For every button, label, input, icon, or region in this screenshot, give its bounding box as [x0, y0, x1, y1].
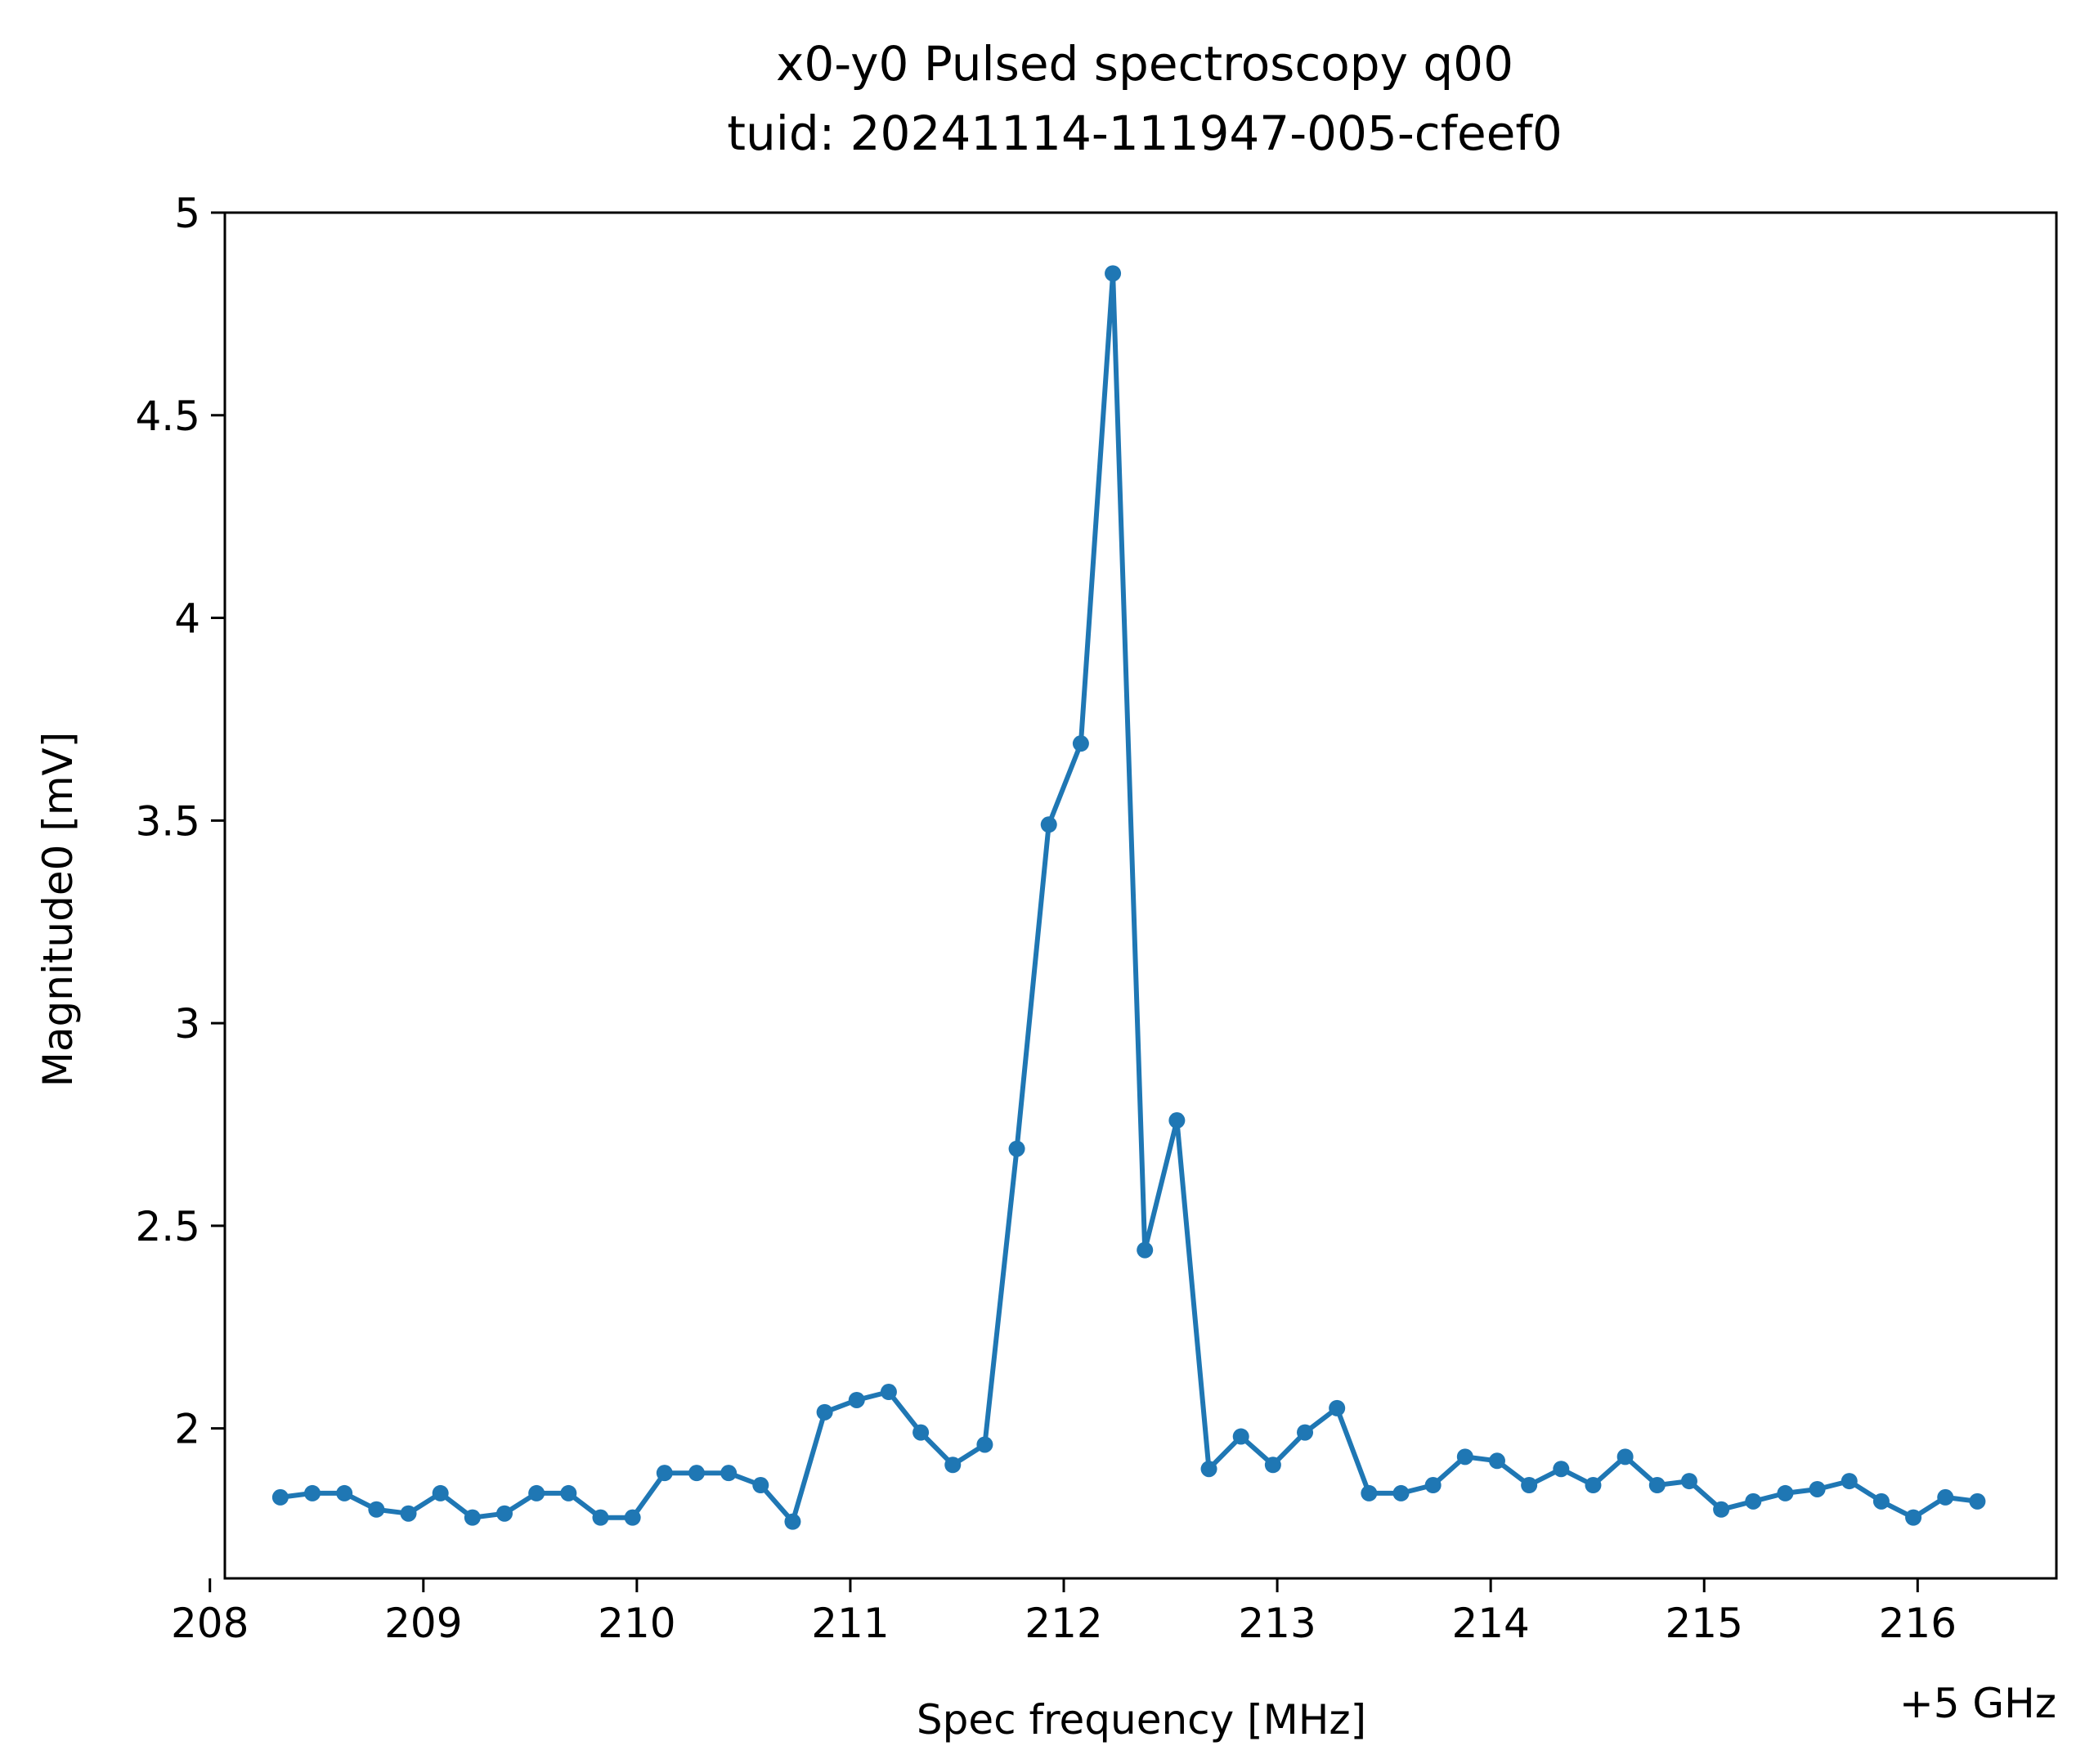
data-point: [1008, 1140, 1025, 1157]
chart-subtitle: tuid: 20241114-111947-005-cfeef0: [727, 105, 1563, 161]
data-point: [1680, 1473, 1697, 1490]
data-point: [1392, 1484, 1410, 1501]
data-point: [976, 1436, 993, 1453]
x-axis-offset-label: +5 GHz: [1899, 1680, 2056, 1727]
y-tick-label: 3.5: [135, 797, 200, 845]
data-point: [560, 1484, 577, 1501]
x-axis-label: Spec frequency [MHz]: [917, 1696, 1366, 1744]
data-point: [624, 1509, 641, 1526]
y-axis-label: Magnitude0 [mV]: [34, 732, 82, 1088]
data-point: [752, 1477, 769, 1494]
data-point: [1969, 1492, 1986, 1510]
data-point: [496, 1505, 513, 1522]
data-point: [1905, 1509, 1922, 1526]
plot-area: [271, 265, 1986, 1530]
data-point: [1168, 1112, 1186, 1129]
x-tick-label: 216: [1879, 1600, 1957, 1647]
y-tick-label: 2.5: [135, 1203, 200, 1250]
data-point: [1297, 1424, 1314, 1441]
x-tick-label: 209: [384, 1600, 462, 1647]
data-point: [1361, 1484, 1378, 1501]
data-point: [336, 1484, 353, 1501]
data-point: [1841, 1473, 1858, 1490]
data-point: [1777, 1484, 1794, 1501]
data-point: [1648, 1477, 1666, 1494]
data-point: [1521, 1477, 1538, 1494]
data-point: [1809, 1480, 1826, 1497]
data-point: [1585, 1477, 1602, 1494]
data-point: [528, 1484, 545, 1501]
y-tick-label: 4.5: [135, 393, 200, 440]
data-point: [1424, 1477, 1442, 1494]
plot-frame: [223, 211, 2058, 1580]
data-point: [271, 1488, 289, 1506]
data-point: [1264, 1457, 1281, 1474]
data-point: [1488, 1452, 1505, 1470]
data-point: [1232, 1428, 1249, 1445]
x-tick-label: 213: [1238, 1600, 1316, 1647]
data-point: [1105, 265, 1122, 282]
x-tick-label: 215: [1666, 1600, 1743, 1647]
series-line: [280, 271, 1978, 1524]
data-point: [1040, 816, 1057, 833]
data-point: [1200, 1461, 1217, 1478]
chart-title: x0-y0 Pulsed spectroscopy q00: [776, 36, 1513, 92]
x-tick-label: 210: [598, 1600, 675, 1647]
data-point: [880, 1384, 897, 1401]
data-point: [1456, 1448, 1473, 1466]
data-point: [592, 1509, 609, 1526]
data-point: [1872, 1492, 1890, 1510]
data-point: [848, 1391, 865, 1408]
data-point: [368, 1501, 385, 1518]
x-axis: 208 209 210 211 212 213 214 215 216: [171, 1578, 1957, 1647]
data-point: [1072, 735, 1089, 752]
data-point: [1137, 1241, 1154, 1259]
data-point: [720, 1465, 738, 1482]
data-point: [688, 1465, 705, 1482]
data-point: [1713, 1501, 1730, 1518]
x-tick-label: 214: [1451, 1600, 1529, 1647]
data-point: [464, 1509, 481, 1526]
y-tick-label: 2: [174, 1406, 200, 1453]
data-point: [1329, 1399, 1346, 1416]
data-point: [432, 1484, 449, 1501]
y-tick-label: 3: [174, 1000, 200, 1048]
y-tick-label: 4: [174, 595, 200, 643]
data-point: [1937, 1488, 1954, 1506]
data-point: [1745, 1492, 1762, 1510]
data-point: [656, 1465, 673, 1482]
data-point: [304, 1484, 321, 1501]
data-point: [816, 1403, 833, 1421]
data-point: [912, 1424, 930, 1441]
y-axis: 2 2.5 3 3.5 4 4.5 5: [135, 190, 225, 1453]
x-tick-label: 211: [811, 1600, 889, 1647]
data-point: [1553, 1461, 1570, 1478]
data-point: [944, 1457, 962, 1474]
data-point: [784, 1513, 801, 1530]
x-tick-label: 208: [171, 1600, 249, 1647]
data-point: [400, 1505, 417, 1522]
y-tick-label: 5: [174, 190, 200, 237]
x-tick-label: 212: [1025, 1600, 1102, 1647]
data-point: [1616, 1448, 1634, 1466]
